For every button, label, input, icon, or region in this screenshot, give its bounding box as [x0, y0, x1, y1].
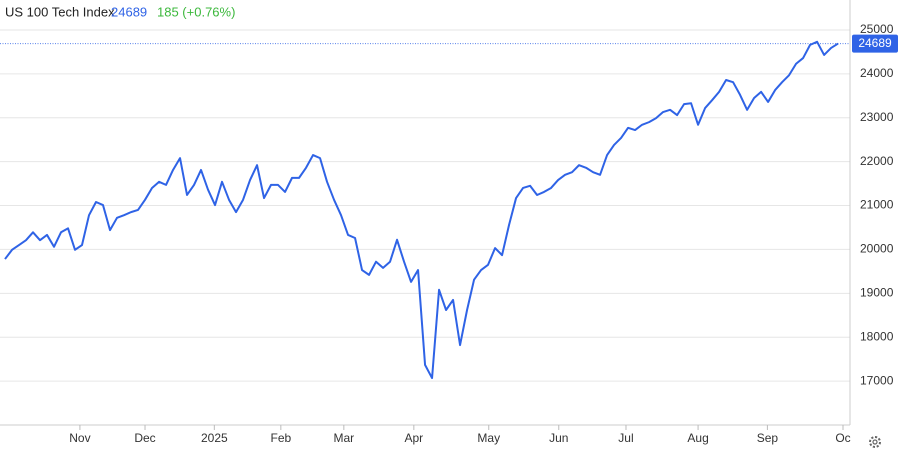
- y-tick-label: 19000: [860, 285, 894, 299]
- last-value-box: [852, 34, 898, 53]
- x-tick-label: Mar: [334, 431, 355, 445]
- x-tick-label: May: [477, 431, 500, 445]
- x-tick-label: Dec: [134, 431, 155, 445]
- x-tick-label: Feb: [270, 431, 291, 445]
- y-tick-label: 25000: [860, 22, 894, 36]
- x-tick-label: Oc: [835, 431, 850, 445]
- y-tick-label: 20000: [860, 242, 894, 256]
- x-tick-label: Aug: [687, 431, 708, 445]
- last-value-label: 24689: [858, 36, 892, 50]
- x-tick-label: Jun: [549, 431, 568, 445]
- y-tick-label: 24000: [860, 66, 894, 80]
- y-tick-label: 21000: [860, 198, 894, 212]
- price-line: [4, 40, 839, 380]
- x-tick-label: Sep: [757, 431, 779, 445]
- gear: [869, 436, 881, 448]
- y-tick-label: 18000: [860, 329, 894, 343]
- y-tick-label: 23000: [860, 110, 894, 124]
- y-tick-label: 17000: [860, 373, 894, 387]
- last-value: 24689: [111, 4, 147, 19]
- x-tick-label: Apr: [405, 431, 424, 445]
- gear-hub: [872, 439, 878, 445]
- x-tick-label: 2025: [201, 431, 228, 445]
- x-tick-label: Jul: [618, 431, 633, 445]
- change: 185 (+0.76%): [157, 4, 235, 19]
- chart-title: US 100 Tech Index: [5, 4, 115, 19]
- x-tick-label: Nov: [69, 431, 90, 445]
- settings-icon[interactable]: [869, 436, 881, 448]
- y-tick-label: 22000: [860, 154, 894, 168]
